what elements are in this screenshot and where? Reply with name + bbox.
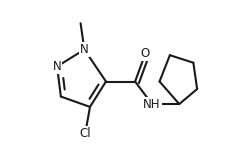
Text: N: N: [80, 43, 89, 56]
Text: NH: NH: [143, 98, 161, 111]
Text: O: O: [141, 47, 150, 60]
Text: N: N: [53, 60, 61, 73]
Text: Cl: Cl: [79, 127, 91, 140]
